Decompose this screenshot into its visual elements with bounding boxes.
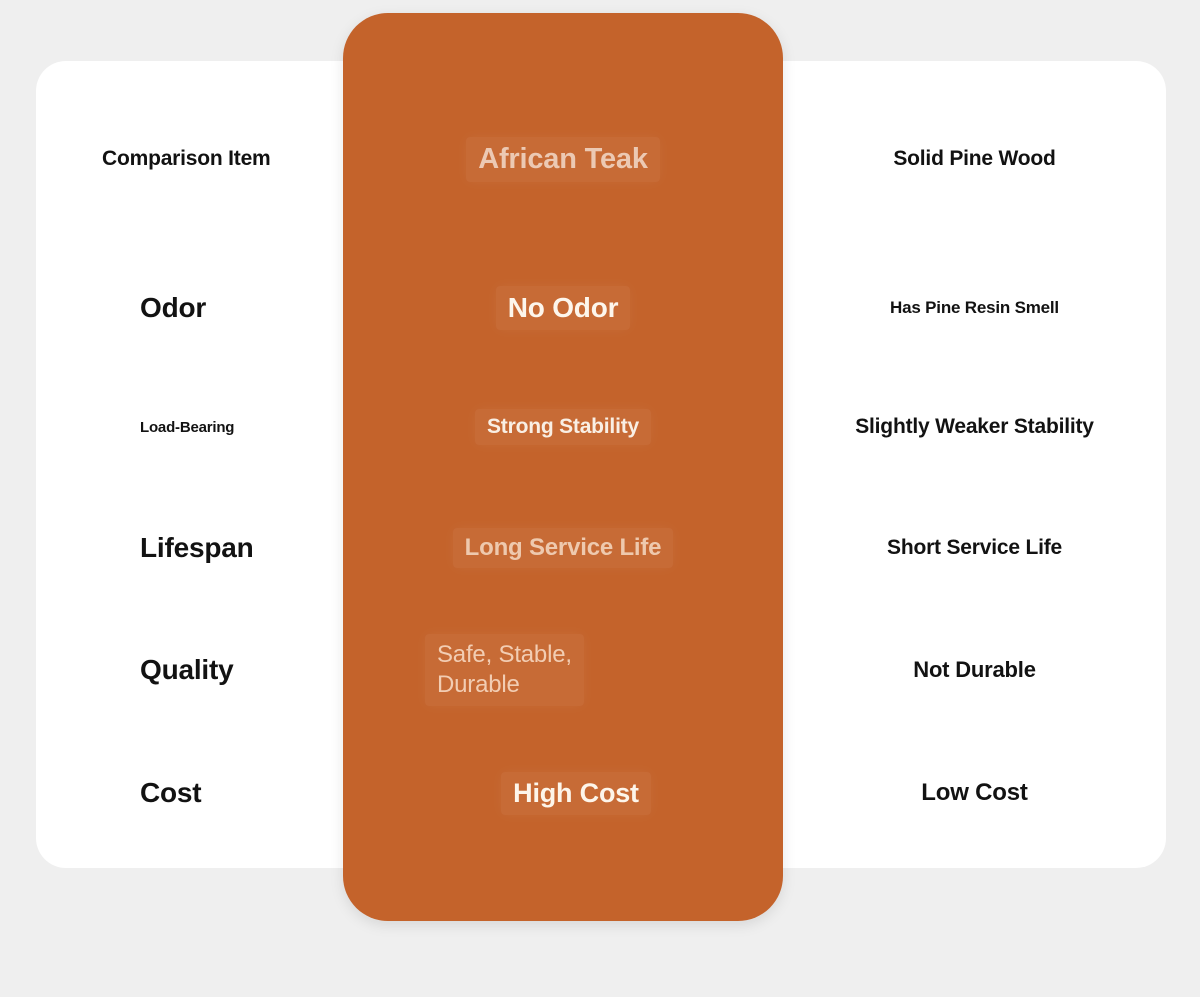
odor-teak-cell: No Odor	[343, 268, 783, 348]
cost-item-label: Cost	[140, 777, 202, 808]
cost-pine-cell: Low Cost	[783, 753, 1166, 833]
table-row-odor: Odor No Odor Has Pine Resin Smell	[0, 268, 1200, 348]
table-row-lifespan: Lifespan Long Service Life Short Service…	[0, 508, 1200, 588]
cost-item-cell: Cost	[36, 753, 343, 833]
lifespan-item-cell: Lifespan	[36, 508, 343, 588]
quality-teak-value: Safe, Stable, Durable	[425, 634, 584, 706]
lifespan-pine-value: Short Service Life	[887, 536, 1062, 559]
lifespan-teak-value: Long Service Life	[452, 528, 674, 568]
table-row-quality: Quality Safe, Stable, Durable Not Durabl…	[0, 630, 1200, 710]
load-bearing-teak-cell: Strong Stability	[343, 387, 783, 467]
cost-teak-cell: High Cost	[343, 753, 783, 833]
table-row-load-bearing: Load-Bearing Strong Stability Slightly W…	[0, 387, 1200, 467]
load-bearing-item-cell: Load-Bearing	[36, 387, 343, 467]
odor-teak-value: No Odor	[495, 286, 631, 330]
quality-item-cell: Quality	[36, 630, 343, 710]
odor-pine-value: Has Pine Resin Smell	[890, 298, 1059, 317]
lifespan-item-label: Lifespan	[140, 532, 254, 563]
table-row-cost: Cost High Cost Low Cost	[0, 753, 1200, 833]
african-teak-header-label: African Teak	[466, 136, 660, 182]
lifespan-pine-cell: Short Service Life	[783, 508, 1166, 588]
load-bearing-pine-value: Slightly Weaker Stability	[855, 415, 1094, 438]
odor-item-cell: Odor	[36, 268, 343, 348]
cost-teak-value: High Cost	[501, 771, 651, 815]
table-header-row: Comparison Item African Teak Solid Pine …	[0, 119, 1200, 199]
cost-pine-value: Low Cost	[921, 779, 1028, 806]
lifespan-teak-cell: Long Service Life	[343, 508, 783, 588]
load-bearing-item-label: Load-Bearing	[140, 418, 235, 436]
solid-pine-wood-header-label: Solid Pine Wood	[893, 147, 1056, 170]
odor-item-label: Odor	[140, 292, 207, 323]
odor-pine-cell: Has Pine Resin Smell	[783, 268, 1166, 348]
header-cell-solid-pine-wood: Solid Pine Wood	[783, 119, 1166, 199]
load-bearing-pine-cell: Slightly Weaker Stability	[783, 387, 1166, 467]
quality-pine-value: Not Durable	[913, 657, 1036, 682]
header-cell-african-teak: African Teak	[343, 119, 783, 199]
load-bearing-teak-value: Strong Stability	[475, 409, 651, 445]
quality-teak-cell: Safe, Stable, Durable	[343, 630, 783, 710]
quality-item-label: Quality	[140, 654, 234, 685]
header-cell-comparison-item: Comparison Item	[36, 119, 343, 199]
quality-pine-cell: Not Durable	[783, 630, 1166, 710]
comparison-item-header-label: Comparison Item	[102, 147, 271, 170]
african-teak-highlight-panel	[343, 13, 783, 921]
